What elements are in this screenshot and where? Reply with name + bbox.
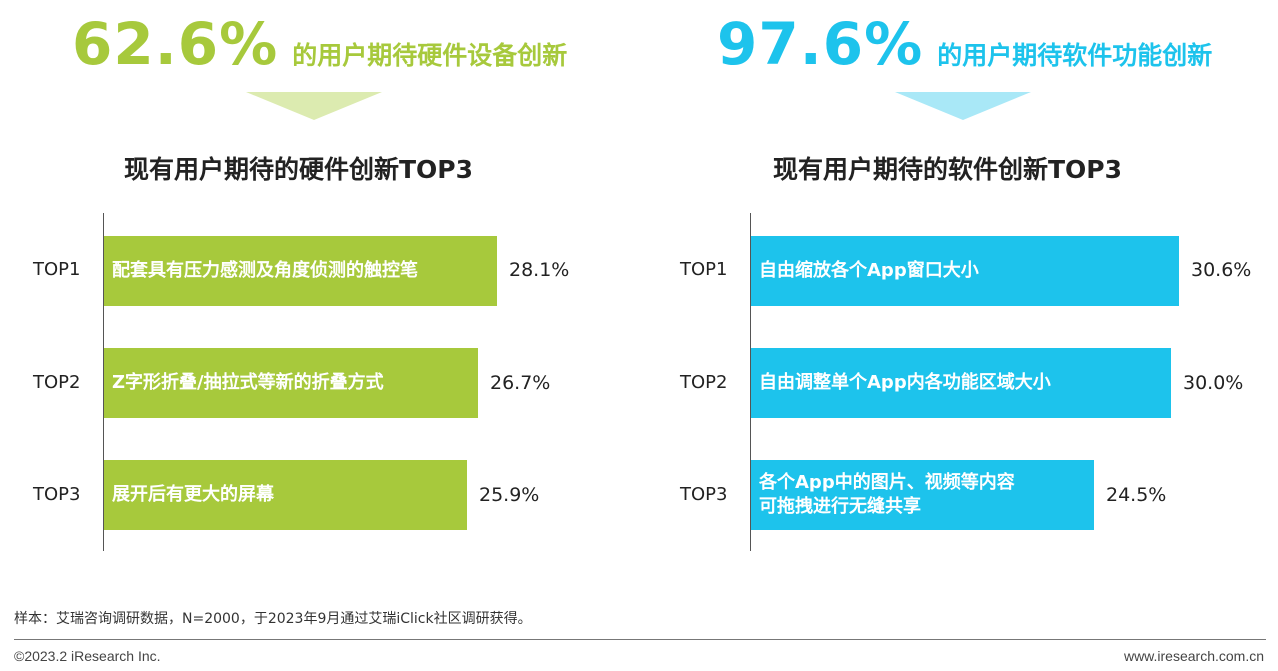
hardware-value-1: 28.1% [509,259,570,281]
hardware-rank-3: TOP3 [33,484,81,505]
software-bar-3-label: 各个App中的图片、视频等内容 可拖拽进行无缝共享 [759,472,1015,517]
hardware-bar-2-label: Z字形折叠/抽拉式等新的折叠方式 [112,372,384,393]
software-bar-1-label: 自由缩放各个App窗口大小 [759,260,979,281]
hardware-panel: 62.6% 的用户期待硬件设备创新 现有用户期待的硬件创新TOP3 TOP1 T… [0,0,639,580]
hardware-chart-title: 现有用户期待的硬件创新TOP3 [124,155,474,184]
copyright: ©2023.2 iResearch Inc. [14,648,161,664]
software-bar-3: 各个App中的图片、视频等内容 可拖拽进行无缝共享 [751,460,1094,530]
down-arrow-icon [895,92,1031,120]
hardware-rank-1: TOP1 [33,259,81,280]
website-link: www.iresearch.com.cn [1123,648,1264,664]
hardware-value-3: 25.9% [479,484,540,506]
software-chart-title: 现有用户期待的软件创新TOP3 [773,155,1123,184]
down-arrow-icon [246,92,382,120]
hardware-value-2: 26.7% [490,372,551,394]
software-value-2: 30.0% [1183,372,1244,394]
sample-note: 样本：艾瑞咨询调研数据，N=2000，于2023年9月通过艾瑞iClick社区调… [14,611,532,627]
hardware-bar-1: 配套具有压力感测及角度侦测的触控笔 [104,236,497,306]
software-headline: 97.6% 的用户期待软件功能创新 [717,10,1212,78]
software-bar-1: 自由缩放各个App窗口大小 [751,236,1179,306]
software-rank-1: TOP1 [680,259,728,280]
software-bar-2: 自由调整单个App内各功能区域大小 [751,348,1171,418]
hardware-headline: 62.6% 的用户期待硬件设备创新 [72,10,567,78]
hardware-y-axis [103,213,104,551]
hardware-bar-2: Z字形折叠/抽拉式等新的折叠方式 [104,348,478,418]
software-headline-text: 的用户期待软件功能创新 [937,41,1213,70]
hardware-headline-text: 的用户期待硬件设备创新 [292,41,568,70]
software-rank-2: TOP2 [680,372,728,393]
footer-divider [14,639,1266,640]
software-value-1: 30.6% [1191,259,1252,281]
hardware-bar-3-label: 展开后有更大的屏幕 [112,484,274,505]
hardware-bar-3: 展开后有更大的屏幕 [104,460,467,530]
software-headline-value: 97.6% [717,10,924,78]
hardware-rank-2: TOP2 [33,372,81,393]
hardware-headline-value: 62.6% [72,10,279,78]
software-y-axis [750,213,751,551]
software-value-3: 24.5% [1106,484,1167,506]
software-bar-2-label: 自由调整单个App内各功能区域大小 [759,372,1051,393]
software-rank-3: TOP3 [680,484,728,505]
software-panel: 97.6% 的用户期待软件功能创新 现有用户期待的软件创新TOP3 TOP1 T… [639,0,1278,580]
hardware-bar-1-label: 配套具有压力感测及角度侦测的触控笔 [112,260,418,281]
